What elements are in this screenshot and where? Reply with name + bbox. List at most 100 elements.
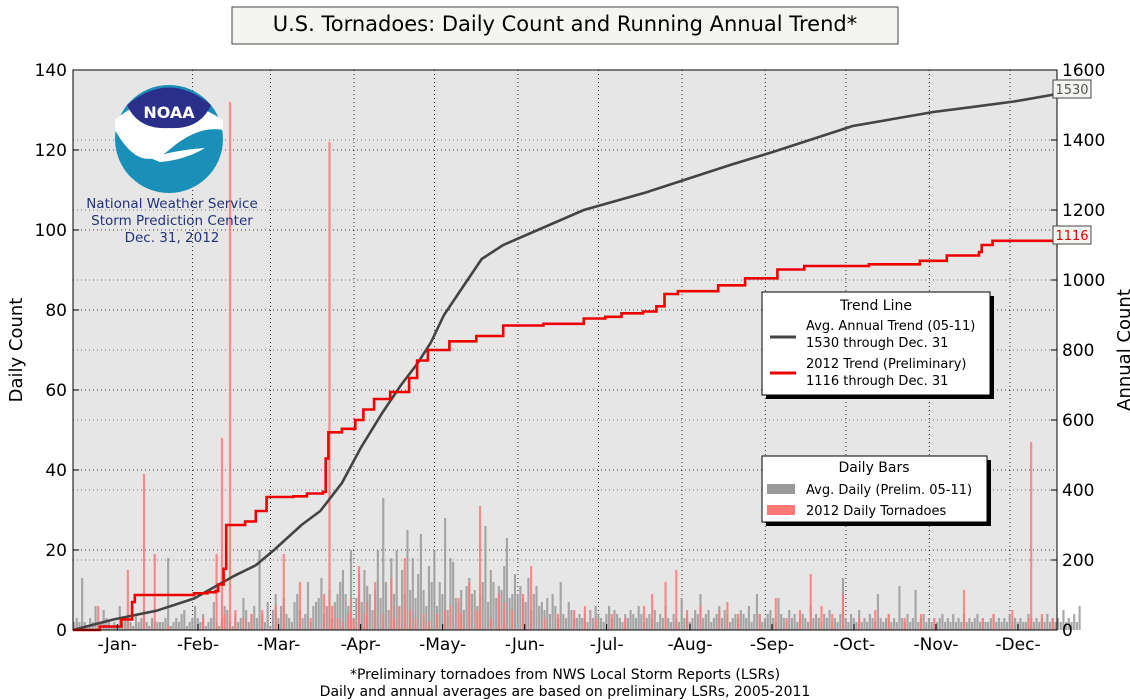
avg-daily-bar [212, 602, 215, 630]
daily-2012-bar [798, 610, 802, 630]
avg-daily-bar [449, 558, 452, 630]
avg-daily-bar [301, 618, 304, 630]
daily-2012-bar [651, 594, 654, 630]
avg-daily-bar [997, 618, 1001, 630]
avg-daily-bar [1057, 618, 1060, 630]
daily-2012-bar [933, 618, 936, 630]
avg-daily-bar [812, 618, 815, 630]
avg-daily-bar [177, 622, 181, 630]
avg-daily-bar [970, 622, 974, 630]
avg-daily-bar [290, 622, 293, 630]
avg-daily-bar [570, 610, 573, 630]
daily-2012-bar [142, 474, 146, 630]
avg-daily-bar [936, 622, 939, 630]
avg-daily-bar [788, 610, 791, 630]
avg-daily-bar [484, 526, 487, 630]
noaa-line-3: Dec. 31, 2012 [125, 230, 220, 246]
daily-2012-bar [349, 598, 353, 630]
avg-daily-bar [938, 618, 941, 630]
avg-daily-bar [304, 614, 307, 630]
daily-2012-bar [223, 614, 226, 630]
avg-daily-bar [156, 622, 159, 630]
avg-daily-bar [395, 550, 398, 630]
daily-2012-bar [785, 618, 788, 630]
avg-daily-bar [341, 570, 345, 630]
noaa-line-2: Storm Prediction Center [91, 213, 253, 229]
avg-daily-bar [465, 586, 468, 630]
daily-2012-bar [699, 606, 702, 630]
avg-daily-bar [271, 610, 275, 630]
x-tick-label: -Oct- [833, 635, 875, 655]
daily-2012-bar [511, 610, 514, 630]
daily-2012-bar [497, 594, 500, 630]
avg-daily-bar [169, 626, 172, 630]
avg-daily-bar [242, 598, 245, 630]
daily-2012-bar [282, 554, 285, 630]
avg-daily-bar [901, 618, 904, 630]
avg-daily-bar [1062, 610, 1065, 630]
end-label-avg-text: 1530 [1055, 83, 1088, 98]
avg-daily-bar [124, 618, 127, 630]
avg-daily-bar [882, 622, 885, 630]
chart-title: U.S. Tornadoes: Daily Count and Running … [273, 12, 857, 36]
daily-2012-bar [543, 618, 546, 630]
footnote-line-1: *Preliminary tornadoes from NWS Local St… [350, 667, 780, 683]
avg-daily-bar [333, 602, 336, 630]
daily-2012-bar [774, 598, 777, 630]
avg-daily-bar [438, 582, 441, 630]
avg-daily-bar [500, 590, 503, 630]
avg-daily-bar [296, 594, 299, 630]
avg-daily-bar [659, 614, 662, 630]
daily-2012-bar [274, 606, 277, 630]
legend-trend-title: Trend Line [839, 298, 912, 314]
avg-daily-bar [1008, 614, 1011, 630]
avg-daily-bar [984, 622, 987, 630]
avg-daily-bar [747, 606, 750, 630]
avg-daily-bar [755, 594, 759, 630]
avg-daily-bar [879, 618, 882, 630]
daily-2012-bar [460, 614, 463, 630]
avg-daily-bar [231, 626, 234, 630]
avg-daily-bar [441, 594, 444, 630]
y-left-tick-label: 20 [45, 541, 67, 561]
daily-2012-bar [323, 594, 326, 630]
avg-daily-bar [954, 622, 957, 630]
x-tick-label: -May- [419, 635, 466, 655]
avg-daily-bar [94, 606, 97, 630]
avg-daily-bar [602, 622, 605, 630]
y-right-tick-label: 800 [1062, 341, 1094, 361]
avg-daily-bar [460, 590, 463, 630]
avg-daily-bar [777, 598, 780, 630]
avg-daily-bar [263, 622, 267, 630]
avg-daily-bar [683, 618, 686, 630]
avg-daily-bar [382, 498, 385, 630]
avg-daily-bar [89, 618, 92, 630]
daily-2012-bar [1011, 610, 1014, 630]
x-tick-label: -Aug- [667, 635, 712, 655]
avg-daily-bar [632, 614, 635, 630]
daily-2012-bar [476, 610, 479, 630]
avg-daily-bar [81, 578, 84, 630]
avg-daily-bar [562, 614, 565, 630]
avg-daily-bar [145, 622, 148, 630]
avg-daily-bar [979, 622, 982, 630]
avg-daily-bar [844, 618, 847, 630]
end-label-2012-text: 1116 [1055, 229, 1088, 244]
avg-daily-bar [140, 618, 143, 630]
avg-daily-bar [653, 610, 656, 630]
avg-daily-bar [672, 614, 675, 630]
avg-daily-bar [559, 582, 562, 630]
daily-2012-bar [583, 606, 586, 630]
avg-daily-bar [75, 618, 78, 630]
avg-daily-bar [255, 618, 258, 630]
avg-daily-bar [489, 570, 492, 630]
y-axis-right: 0 200 400 600 800 1000 1200 1400 1600 [1051, 61, 1105, 641]
avg-daily-bar [973, 618, 976, 630]
y-left-tick-label: 120 [35, 141, 67, 161]
avg-daily-bar [527, 578, 530, 630]
avg-daily-bar [565, 618, 568, 630]
avg-daily-bar [433, 550, 436, 630]
x-tick-label: -Nov- [914, 635, 959, 655]
x-tick-label: -Feb- [177, 635, 219, 655]
y-right-tick-label: 1200 [1062, 201, 1105, 221]
